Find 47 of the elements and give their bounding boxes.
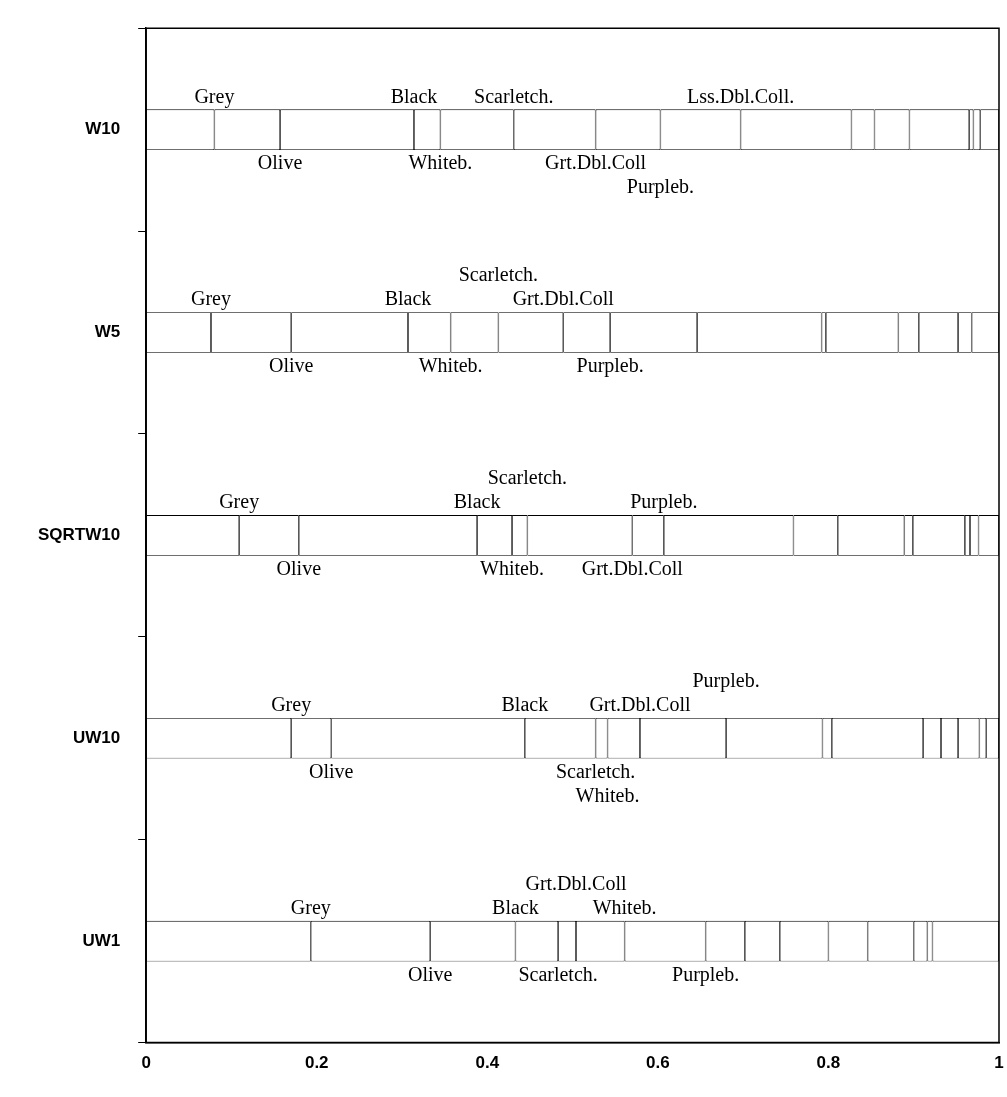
annotation: Whiteb. xyxy=(592,896,657,919)
annotation: Olive xyxy=(309,759,354,782)
annotation: Olive xyxy=(268,354,314,377)
y-tick-label: W10 xyxy=(85,119,121,139)
annotation: Scarletch. xyxy=(474,84,554,107)
x-tick-label: 0.6 xyxy=(646,1053,670,1073)
annotation: Purpleb. xyxy=(576,354,644,378)
annotation: Olive xyxy=(257,151,303,174)
annotation: Grt.Dbl.Coll xyxy=(525,872,627,895)
x-tick-label: 0.2 xyxy=(304,1053,329,1073)
annotation: Grey xyxy=(271,693,312,717)
annotation: Grey xyxy=(219,490,260,514)
y-tick-label: SQRTW10 xyxy=(37,525,121,545)
annotation: Purpleb. xyxy=(630,490,698,514)
annotation: Grt.Dbl.Coll xyxy=(545,151,647,174)
annotation: Black xyxy=(384,287,432,310)
annotation: Grt.Dbl.Coll xyxy=(581,556,684,579)
annotation: Grey xyxy=(290,896,331,920)
annotation: Whiteb. xyxy=(480,556,544,579)
annotation: Black xyxy=(501,693,549,716)
annotation: Purpleb. xyxy=(672,962,740,986)
annotation: Grt.Dbl.Coll xyxy=(512,287,615,310)
annotation: Olive xyxy=(276,556,322,579)
annotation: Scarletch. xyxy=(487,466,568,489)
annotation: Grey xyxy=(191,287,231,311)
annotation: Whiteb. xyxy=(575,783,640,806)
annotation: Black xyxy=(453,490,501,513)
x-tick-label: 1 xyxy=(994,1053,1004,1073)
x-tick-label: 0.8 xyxy=(816,1053,841,1073)
annotation: Whiteb. xyxy=(408,151,473,174)
y-tick-label: UW1 xyxy=(82,930,121,950)
y-tick-label: W5 xyxy=(94,322,121,342)
annotation: Scarletch. xyxy=(555,759,636,782)
annotation: Whiteb. xyxy=(418,354,483,377)
x-tick-label: 0.4 xyxy=(475,1053,500,1073)
annotation: Scarletch. xyxy=(518,962,598,985)
annotation: Purpleb. xyxy=(626,175,695,199)
annotation: Black xyxy=(390,84,438,107)
annotation: Grt.Dbl.Coll xyxy=(589,693,691,716)
annotation: Olive xyxy=(407,962,453,985)
annotation: Scarletch. xyxy=(458,263,539,286)
annotation: Purpleb. xyxy=(692,669,760,693)
y-tick-label: UW10 xyxy=(72,727,121,747)
x-tick-label: 0 xyxy=(141,1053,151,1073)
annotation: Lss.Dbl.Coll. xyxy=(686,84,795,107)
annotation: Grey xyxy=(194,84,235,108)
annotation: Black xyxy=(492,896,539,919)
